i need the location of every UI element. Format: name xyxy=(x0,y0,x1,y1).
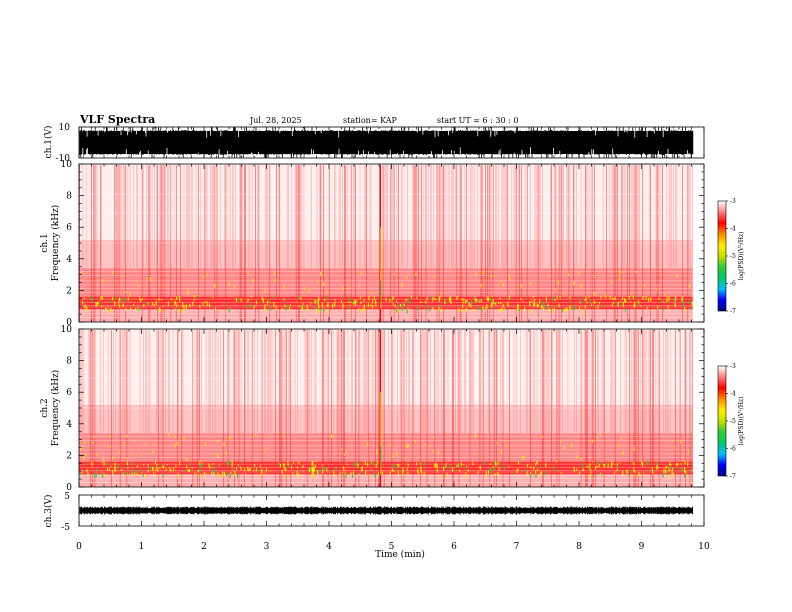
ch1-spectrogram-yticks: 0 2 4 6 8 10 xyxy=(61,160,704,328)
colorbar-tick-label: -7 xyxy=(730,308,736,315)
colorbar-gradient xyxy=(717,365,727,477)
date-label: Jul. 28, 2025 xyxy=(249,116,302,125)
ch1-spectrogram-panel: 0 2 4 6 8 10 ch.1 Frequency (kHz) xyxy=(40,160,705,328)
x-tick-label: 3 xyxy=(264,542,270,552)
x-axis-label: Time (min) xyxy=(375,549,425,560)
x-tick-label: 5 xyxy=(389,542,395,552)
ch1-spectrogram-ylabel-channel: ch.1 xyxy=(40,233,50,252)
colorbar-tick-label: -4 xyxy=(730,226,736,233)
ch2-colorbar: -3 -4 -5 -6 -7 log(PSD)(V²/Hz) xyxy=(717,363,745,480)
spectrogram-low-band xyxy=(79,474,693,487)
y-tick-label: 8 xyxy=(66,357,72,367)
y-tick-label: 2 xyxy=(66,451,72,461)
ch1-spectrogram-xticks xyxy=(78,164,705,322)
x-tick-label: 10 xyxy=(698,542,710,552)
ch2-spectrogram-xticks xyxy=(78,329,705,487)
spectrogram-high-speckles xyxy=(79,433,693,479)
ch3-waveform-xticks xyxy=(78,495,705,526)
x-tick-label: 8 xyxy=(576,542,582,552)
ch2-spectrogram-ylabel-channel: ch.2 xyxy=(40,398,50,417)
y-tick-label: 6 xyxy=(66,388,72,398)
spectrogram-weak-band xyxy=(79,239,693,269)
y-tick-label: 4 xyxy=(66,255,72,265)
spectrogram-strong-streaks xyxy=(90,330,693,487)
x-tick-label: 1 xyxy=(139,542,145,552)
ch2-spectrogram-image xyxy=(79,329,693,487)
spectrogram-medium-band xyxy=(79,268,693,297)
ch3-waveform-trace xyxy=(79,506,693,515)
spectrogram-narrowband-lines xyxy=(79,358,693,483)
colorbar-gradient xyxy=(717,200,727,312)
y-tick-label: 10 xyxy=(61,160,73,170)
ch1-waveform-panel: 10 -10 ch.1(V) xyxy=(43,123,705,164)
y-tick-label: 4 xyxy=(66,420,72,430)
ch1-spectrogram-ylabel: Frequency (kHz) xyxy=(50,205,61,282)
y-tick-label: 0 xyxy=(66,318,72,328)
ch1-waveform-xticks xyxy=(78,127,705,158)
ch3-waveform-line xyxy=(79,506,693,515)
spectrogram-peak-speckles xyxy=(79,460,691,479)
ch1-waveform-line xyxy=(79,127,693,158)
ch3-ytick-top: 5 xyxy=(64,492,70,502)
spectrogram-weak-band xyxy=(79,404,693,434)
colorbar-tick-label: -4 xyxy=(730,391,736,398)
colorbar-label: log(PSD)(V²/Hz) xyxy=(738,232,745,281)
colorbar-tick-label: -3 xyxy=(730,363,736,370)
y-tick-label: 2 xyxy=(66,286,72,296)
spectrogram-peak-speckles xyxy=(89,295,693,314)
ch3-ytick-bottom: -5 xyxy=(61,523,70,533)
ch3-waveform-ylabel: ch.3(V) xyxy=(43,495,54,528)
x-tick-label: 6 xyxy=(451,542,457,552)
x-tick-label: 0 xyxy=(76,542,82,552)
ch1-ytick-bottom: -10 xyxy=(56,154,71,164)
colorbar-label: log(PSD)(V²/Hz) xyxy=(738,397,745,446)
spectrogram-high-speckles xyxy=(79,270,693,314)
x-tick-label: 9 xyxy=(639,542,645,552)
spectrogram-medium-band xyxy=(79,433,693,462)
ch2-spectrogram-yticks: 0 2 4 6 8 10 xyxy=(61,325,704,493)
ch2-spectrogram-panel: 0 2 4 6 8 10 ch.2 Frequency (kHz) xyxy=(40,325,705,493)
x-tick-label: 4 xyxy=(326,542,332,552)
y-tick-label: 10 xyxy=(61,325,73,335)
y-tick-label: 8 xyxy=(66,192,72,202)
ch3-waveform-panel: 5 -5 ch.3(V) xyxy=(43,492,705,533)
station-label: station= KAP xyxy=(343,116,398,125)
ch1-waveform-trace xyxy=(79,127,694,158)
colorbar-tick-label: -5 xyxy=(730,418,736,425)
spectrogram-streaks xyxy=(82,165,693,269)
spectrogram-narrowband-lines xyxy=(79,193,693,318)
x-tick-label: 7 xyxy=(514,542,520,552)
colorbar-tick-label: -7 xyxy=(730,473,736,480)
y-tick-label: 6 xyxy=(66,223,72,233)
ch2-spectrogram-ylabel: Frequency (kHz) xyxy=(50,370,61,447)
ch1-spectrogram-image xyxy=(79,164,693,322)
colorbar-tick-label: -6 xyxy=(730,281,736,288)
colorbar-tick-label: -3 xyxy=(730,198,736,205)
ch1-colorbar: -3 -4 -5 -6 -7 log(PSD)(V²/Hz) xyxy=(717,198,745,315)
ch1-waveform-gaps xyxy=(82,128,691,157)
figure-title: VLF Spectra xyxy=(79,113,155,126)
y-tick-label: 0 xyxy=(66,483,72,493)
x-tick-label: 2 xyxy=(201,542,207,552)
colorbar-tick-label: -5 xyxy=(730,253,736,260)
x-axis-tick-labels: 0 1 2 3 4 5 6 7 8 9 10 xyxy=(76,542,710,552)
colorbar-tick-label: -6 xyxy=(730,446,736,453)
ch1-ytick-top: 10 xyxy=(59,123,71,133)
start-time-label: start UT = 6 : 30 : 0 xyxy=(437,116,518,125)
spectrogram-streaks xyxy=(79,330,687,434)
ch1-waveform-ylabel: ch.1(V) xyxy=(43,126,54,159)
spectrogram-low-band xyxy=(79,309,693,322)
spectrogram-strong-streaks xyxy=(79,165,689,322)
